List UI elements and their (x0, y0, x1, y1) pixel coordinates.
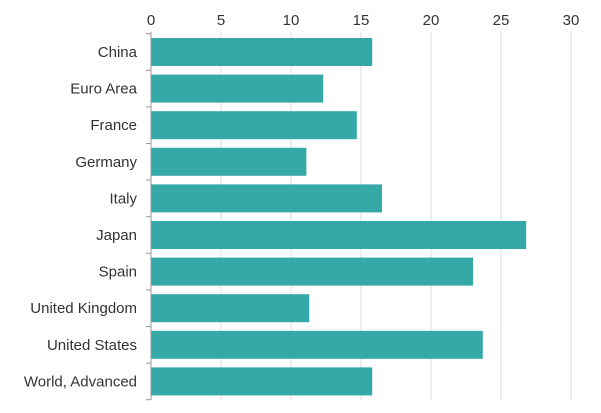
bar[interactable] (151, 184, 382, 213)
category-label: United States (47, 337, 137, 354)
label-layer: 0 5 10 15 20 25 30 China Euro Area France Germany I… (24, 12, 579, 390)
x-tick-label: 25 (493, 12, 510, 29)
x-tick-label: 30 (563, 12, 580, 29)
category-label: France (90, 117, 137, 134)
bar[interactable] (151, 38, 373, 66)
x-tick-label: 5 (217, 12, 225, 29)
x-tick-label: 20 (423, 12, 440, 29)
bar[interactable] (151, 111, 357, 140)
category-label: Spain (99, 264, 137, 281)
bar[interactable] (151, 221, 527, 249)
axis-layer (146, 32, 152, 401)
category-label: World, Advanced (24, 373, 137, 390)
bar[interactable] (151, 367, 373, 396)
bar[interactable] (151, 294, 310, 323)
category-label: Euro Area (70, 81, 137, 98)
x-tick-label: 10 (283, 12, 300, 29)
bar-layer (151, 38, 527, 396)
x-tick-label: 15 (353, 12, 370, 29)
category-label: United Kingdom (30, 300, 137, 317)
category-label: Germany (75, 154, 137, 171)
x-tick-label: 0 (147, 12, 155, 29)
category-label: China (98, 44, 138, 61)
category-label: Japan (96, 227, 137, 244)
bar[interactable] (151, 330, 483, 359)
category-label: Italy (109, 190, 137, 207)
bar[interactable] (151, 257, 473, 286)
bar[interactable] (151, 147, 307, 176)
bar[interactable] (151, 74, 324, 103)
